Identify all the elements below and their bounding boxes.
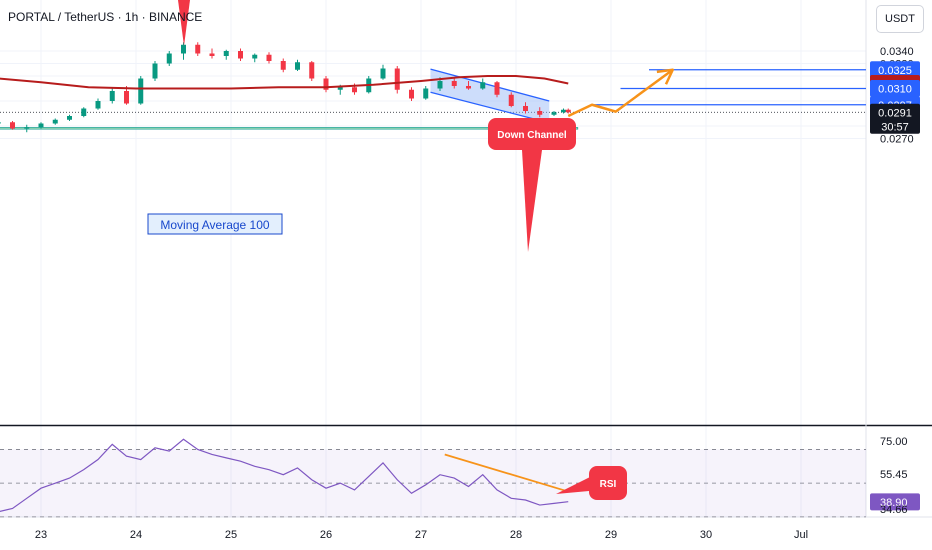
price-badge-label: 0.0291 [878, 107, 912, 119]
channel-lower-line [430, 91, 550, 124]
candle-body [252, 54, 258, 59]
candle-body [209, 53, 215, 56]
price-badge [870, 61, 920, 79]
price-badge-label: 0.0310 [878, 84, 912, 96]
candle-body [138, 78, 144, 104]
countdown-label: 30:57 [881, 121, 909, 133]
time-tick-label: 25 [225, 529, 237, 541]
candle-body [81, 108, 87, 116]
candle-body [394, 68, 400, 90]
projection-arrowhead [656, 68, 674, 85]
rsi-callout-bg [589, 466, 627, 500]
currency-button[interactable]: USDT [876, 5, 924, 33]
candle-body [0, 122, 1, 124]
candle-body [109, 91, 115, 101]
candle-body [466, 86, 471, 89]
support-zone [0, 127, 579, 130]
time-tick-label: 29 [605, 529, 617, 541]
candle-body [352, 87, 357, 93]
ma-label-box [147, 213, 283, 235]
candle-body [24, 127, 30, 129]
chart-title: PORTAL / TetherUS · 1h · BINANCE [8, 10, 203, 24]
down-channel-label: Down Channel [497, 130, 567, 141]
candle-body [223, 51, 229, 56]
candle-body [52, 119, 58, 124]
candle-body [437, 81, 443, 89]
moving-average-line [0, 75, 569, 90]
candle-body [409, 89, 414, 99]
candle-body [266, 54, 272, 61]
rsi-line [0, 438, 569, 513]
time-tick-label: Jul [794, 529, 808, 541]
channel-upper-line [430, 68, 550, 102]
candle-body [38, 123, 44, 128]
rsi-divergence-line [444, 453, 569, 493]
channel-fill-upper [430, 69, 550, 123]
time-tick-label: 30 [700, 529, 712, 541]
candle-body [166, 53, 172, 64]
candle-body [537, 111, 543, 115]
top-marker-arrow [178, 0, 190, 46]
candle-body [337, 87, 343, 90]
time-tick-label: 28 [510, 529, 522, 541]
candle-body [565, 109, 571, 113]
candle-body [280, 61, 286, 70]
ma-label: Moving Average 100 [160, 218, 270, 232]
rsi-callout-label: RSI [600, 479, 617, 490]
rsi-badge [870, 493, 920, 511]
candle-body [95, 101, 101, 109]
candle-body [551, 112, 557, 115]
price-badge [870, 103, 920, 134]
candle-body [380, 68, 386, 79]
rsi-badge-label: 38.90 [880, 497, 908, 509]
rsi-tick-label: 75.00 [880, 436, 908, 448]
candle-body [152, 63, 158, 79]
candle-body [67, 116, 72, 120]
candle-body [494, 82, 500, 95]
price-tick-label: 0.0340 [880, 46, 914, 58]
time-tick-label: 27 [415, 529, 427, 541]
time-tick-label: 24 [130, 529, 142, 541]
price-badge [870, 80, 920, 97]
candle-body [238, 51, 243, 59]
candle-body [480, 82, 486, 89]
candle-body [523, 106, 528, 111]
candle-body [295, 62, 300, 70]
down-channel-pointer [522, 150, 542, 252]
candle-body [508, 94, 514, 106]
projection-path [567, 68, 674, 118]
candle-body [181, 44, 186, 54]
candle-body [561, 109, 566, 113]
time-tick-label: 26 [320, 529, 332, 541]
candle-body [10, 122, 15, 129]
candle-body [323, 78, 329, 90]
candle-body [195, 44, 201, 54]
rsi-tick-label: 34.66 [880, 504, 908, 516]
candle-body [309, 62, 315, 79]
price-tick-label: 0.0270 [880, 134, 914, 146]
down-channel-label-bg [488, 118, 576, 150]
candle-body [423, 88, 429, 99]
candle-body [451, 81, 457, 86]
candle-body [124, 91, 129, 104]
time-tick-label: 23 [35, 529, 47, 541]
price-badge-label: 0.0325 [878, 65, 912, 77]
rsi-tick-label: 55.45 [880, 469, 908, 481]
